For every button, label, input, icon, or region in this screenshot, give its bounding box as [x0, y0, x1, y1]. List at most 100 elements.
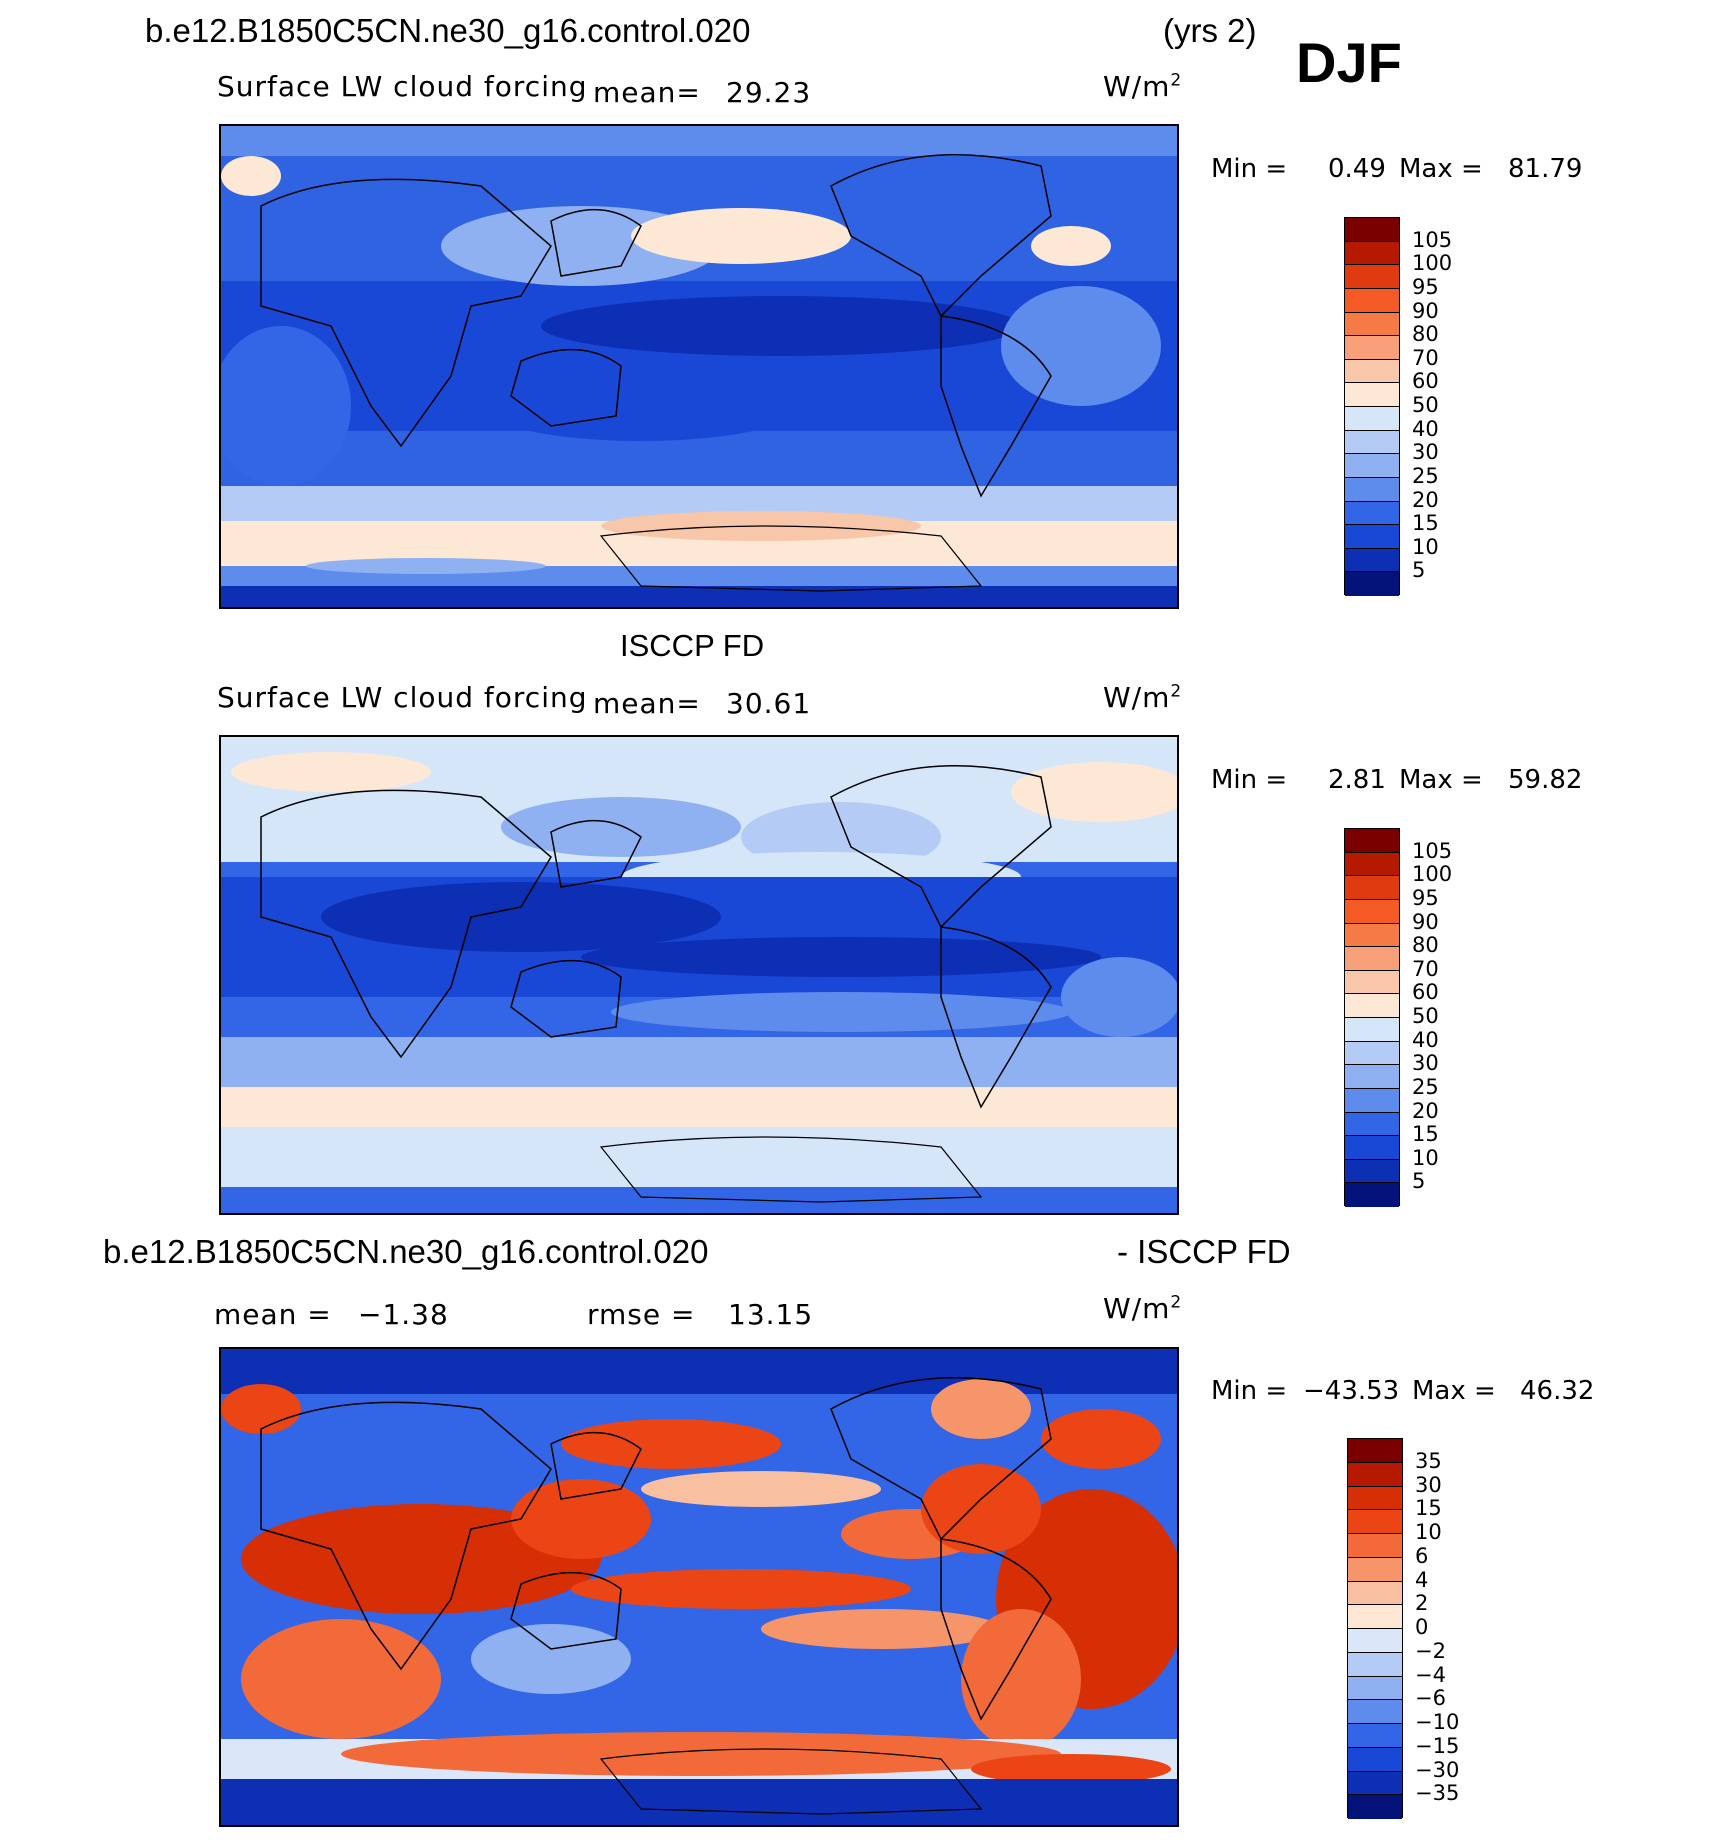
colorbar-swatch: [1345, 899, 1399, 924]
colorbar-tick-label: 100: [1412, 251, 1453, 276]
colorbar-swatch: [1345, 1041, 1399, 1066]
colorbar-tick-label: 30: [1412, 440, 1439, 465]
colorbar-swatch: [1345, 288, 1399, 313]
max-label: Max =: [1399, 765, 1483, 795]
mean-label: mean=: [593, 687, 701, 720]
colorbar-tick-label: −35: [1415, 1781, 1460, 1806]
colorbar-tick-label: 90: [1412, 298, 1439, 323]
colorbar-swatch: [1348, 1605, 1402, 1629]
colorbar-tick-label: −6: [1415, 1686, 1446, 1711]
colorbar-swatch: [1345, 1112, 1399, 1137]
colorbar-tick-label: 95: [1412, 274, 1439, 299]
colorbar-swatch: [1348, 1581, 1402, 1606]
colorbar-swatch: [1345, 477, 1399, 502]
colorbar-obs: [1344, 828, 1400, 1207]
colorbar-tick-label: −15: [1415, 1733, 1460, 1758]
colorbar-tick-label: −2: [1415, 1638, 1446, 1663]
colorbar-tick-label: 95: [1412, 885, 1439, 910]
min-label: Min =: [1211, 1376, 1288, 1406]
years-label: (yrs 2): [1163, 12, 1257, 49]
colorbar-swatch: [1345, 336, 1399, 360]
colorbar-swatch: [1348, 1676, 1402, 1701]
colorbar-tick-label: 15: [1415, 1496, 1442, 1521]
colorbar-swatch: [1345, 852, 1399, 877]
colorbar-swatch: [1348, 1724, 1402, 1748]
colorbar-swatch: [1345, 1018, 1399, 1042]
min-label: Min =: [1211, 765, 1288, 795]
colorbar-tick-label: 30: [1415, 1472, 1442, 1497]
colorbar-swatch: [1348, 1462, 1402, 1487]
colorbar-tick-label: 35: [1415, 1448, 1442, 1473]
colorbar-tick-label: 50: [1412, 1004, 1439, 1028]
colorbar-swatch: [1348, 1534, 1402, 1558]
panel-title: ISCCP FD: [620, 628, 765, 663]
min-label: Min =: [1211, 154, 1288, 184]
min-value: 2.81: [1328, 765, 1386, 795]
colorbar-swatch: [1348, 1510, 1402, 1534]
season-label: DJF: [1296, 31, 1402, 94]
colorbar-swatch: [1348, 1557, 1402, 1582]
mean-value: 29.23: [726, 76, 812, 109]
colorbar-swatch: [1345, 525, 1399, 549]
colorbar-swatch: [1345, 548, 1399, 573]
colorbar-tick-label: 105: [1412, 838, 1453, 863]
colorbar-tick-label: 5: [1412, 1169, 1426, 1194]
colorbar-swatch: [1345, 407, 1399, 431]
colorbar-tick-label: 4: [1415, 1567, 1429, 1592]
colorbar-tick-label: 5: [1412, 558, 1426, 583]
rmse-value: 13.15: [728, 1298, 814, 1331]
colorbar-swatch: [1345, 454, 1399, 478]
max-value: 81.79: [1508, 154, 1583, 184]
colorbar-swatch: [1348, 1486, 1402, 1511]
colorbar-tick-label: 70: [1412, 345, 1439, 370]
max-label: Max =: [1412, 1376, 1496, 1406]
colorbar-tick-label: 80: [1412, 322, 1439, 347]
colorbar-tick-label: 105: [1412, 227, 1453, 252]
colorbar-swatch: [1345, 1136, 1399, 1160]
colorbar-model: [1344, 217, 1400, 596]
colorbar-swatch: [1345, 312, 1399, 337]
max-label: Max =: [1399, 154, 1483, 184]
rmse-label: rmse =: [587, 1298, 696, 1331]
mean-label: mean =: [214, 1298, 332, 1331]
colorbar-tick-label: 10: [1412, 1145, 1439, 1170]
colorbar-swatch: [1345, 994, 1399, 1018]
diff-title-left: b.e12.B1850C5CN.ne30_g16.control.020: [103, 1233, 709, 1270]
colorbar-tick-label: 20: [1412, 487, 1439, 512]
colorbar-swatch: [1345, 970, 1399, 995]
colorbar-swatch: [1345, 1159, 1399, 1184]
colorbar-tick-label: −4: [1415, 1662, 1446, 1687]
map-diff: [219, 1347, 1179, 1827]
max-value: 59.82: [1508, 765, 1583, 795]
min-value: −43.53: [1303, 1376, 1400, 1406]
colorbar-swatch: [1345, 218, 1399, 242]
colorbar-tick-label: −10: [1415, 1710, 1460, 1734]
colorbar-tick-label: 70: [1412, 956, 1439, 981]
colorbar-swatch: [1348, 1652, 1402, 1677]
colorbar-tick-label: 20: [1412, 1098, 1439, 1123]
colorbar-tick-label: 90: [1412, 909, 1439, 934]
colorbar-tick-label: 15: [1412, 511, 1439, 536]
colorbar-tick-label: 10: [1412, 534, 1439, 559]
colorbar-tick-label: 25: [1412, 1074, 1439, 1099]
min-value: 0.49: [1328, 154, 1386, 184]
colorbar-swatch: [1348, 1700, 1402, 1724]
colorbar-tick-label: 0: [1415, 1615, 1429, 1639]
mean-value: 30.61: [726, 687, 812, 720]
max-value: 46.32: [1520, 1376, 1595, 1406]
colorbar-swatch: [1345, 501, 1399, 526]
colorbar-tick-label: 60: [1412, 369, 1439, 394]
colorbar-swatch: [1345, 947, 1399, 971]
colorbar-swatch: [1345, 241, 1399, 266]
colorbar-swatch: [1345, 572, 1399, 596]
colorbar-tick-label: 10: [1415, 1520, 1442, 1544]
case-title: b.e12.B1850C5CN.ne30_g16.control.020: [145, 12, 751, 49]
map-model: [219, 124, 1179, 609]
colorbar-swatch: [1348, 1629, 1402, 1653]
diff-title-right: - ISCCP FD: [1117, 1233, 1291, 1270]
mean-value: −1.38: [358, 1298, 449, 1331]
colorbar-tick-label: 30: [1412, 1051, 1439, 1076]
colorbar-swatch: [1345, 1183, 1399, 1207]
colorbar-swatch: [1345, 923, 1399, 948]
colorbar-tick-label: 40: [1412, 416, 1439, 441]
